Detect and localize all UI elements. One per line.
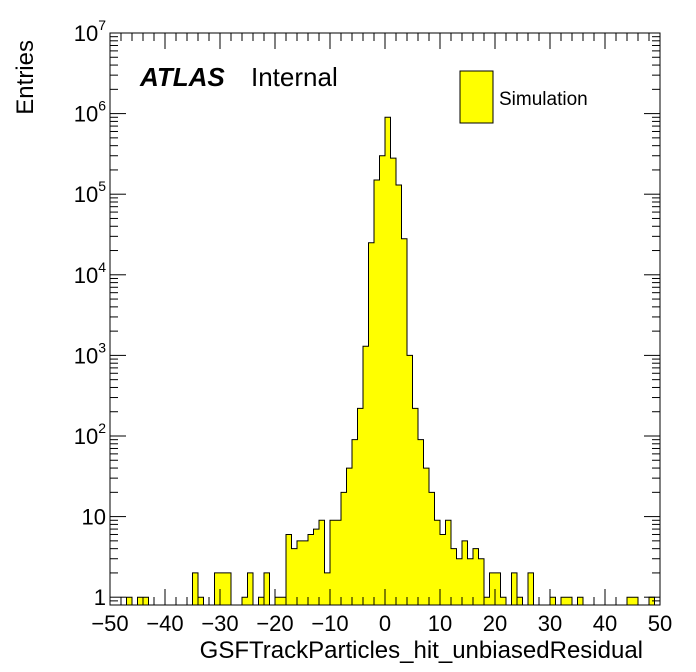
histogram-bar — [550, 597, 556, 605]
legend-swatch — [459, 70, 494, 124]
y-axis-title: Entries — [12, 40, 39, 115]
histogram-bar — [291, 548, 297, 605]
histogram-bar — [561, 597, 567, 605]
histogram-bar — [363, 346, 369, 605]
histogram-bar — [198, 597, 204, 605]
histogram-bar — [627, 597, 633, 605]
legend-entry-simulation: Simulation — [499, 89, 588, 110]
histogram-bar — [495, 572, 501, 605]
histogram-bar — [429, 492, 435, 605]
histogram-bar — [423, 468, 429, 605]
histogram-bar — [302, 540, 308, 605]
histogram-bar — [500, 597, 506, 605]
y-tick-label: 106 — [74, 98, 106, 127]
x-tick-label: −40 — [146, 611, 183, 636]
histogram-bar — [511, 572, 517, 605]
histogram-bar — [330, 520, 336, 605]
y-tick-label: 1 — [94, 585, 106, 610]
histogram-bar — [478, 558, 484, 605]
plot-frame — [109, 32, 661, 606]
histogram-bar — [566, 597, 572, 605]
histogram-bar — [242, 597, 248, 605]
histogram-bar — [396, 185, 402, 606]
histogram-bar — [214, 572, 220, 605]
histogram-bar — [143, 597, 149, 605]
histogram-bar — [528, 572, 534, 605]
histogram-bar — [412, 408, 418, 605]
y-tick-label: 102 — [74, 420, 106, 449]
y-tick-label: 103 — [74, 339, 106, 368]
y-tick-label: 10 — [82, 505, 106, 530]
histogram-bar — [517, 597, 523, 605]
x-axis-title: GSFTrackParticles_hit_unbiasedResidual — [200, 637, 643, 664]
y-tick-label: 104 — [74, 259, 106, 288]
x-tick-label: 50 — [648, 611, 672, 636]
histogram-bar — [632, 597, 638, 605]
internal-label: Internal — [251, 62, 338, 92]
histogram-bar — [440, 534, 446, 605]
histogram-bar — [649, 597, 655, 605]
x-tick-label: −10 — [311, 611, 348, 636]
histogram-bar — [220, 572, 226, 605]
histogram-bar — [418, 439, 424, 605]
y-tick-labels: 1 10 102 103 104 105 106 107 — [74, 17, 106, 610]
histogram-bar — [192, 572, 198, 605]
histogram-bar — [451, 548, 457, 605]
histogram-bar — [319, 520, 325, 605]
histogram-bar — [247, 572, 253, 605]
histogram-bar — [473, 548, 479, 605]
histogram-bar — [280, 597, 286, 605]
histogram-bar — [264, 572, 270, 605]
histogram-outline — [110, 116, 660, 606]
histogram-bar — [225, 572, 231, 605]
legend: Simulation — [459, 70, 588, 124]
histogram-bar — [390, 158, 396, 605]
histogram-bar — [489, 572, 495, 605]
histogram-bar — [445, 520, 451, 605]
histogram-bar — [126, 597, 132, 605]
histogram-bar — [286, 534, 292, 605]
x-tick-label: 30 — [538, 611, 562, 636]
histogram-bar — [467, 558, 473, 605]
histogram-bar — [434, 520, 440, 605]
histogram-bar — [385, 117, 391, 605]
x-tick-label: −30 — [201, 611, 238, 636]
histogram-bar — [379, 155, 385, 605]
histogram-bar — [484, 597, 490, 605]
histogram-bar — [258, 597, 264, 605]
x-tick-label: 20 — [483, 611, 507, 636]
histogram-bar — [275, 597, 281, 605]
y-tick-label: 105 — [74, 178, 106, 207]
histogram-bar — [407, 355, 413, 605]
histogram-bar — [401, 238, 407, 605]
x-tick-label: 10 — [428, 611, 452, 636]
histogram-bar — [324, 572, 330, 605]
histogram-bar — [462, 540, 468, 605]
histogram-bar — [297, 540, 303, 605]
x-tick-label: −20 — [256, 611, 293, 636]
histogram-bar — [357, 408, 363, 605]
histogram-bars — [110, 116, 660, 606]
histogram-bar — [335, 520, 341, 605]
x-tick-labels: −50 −40 −30 −20 −10 0 10 20 30 40 50 — [91, 611, 672, 636]
histogram-bar — [313, 529, 319, 605]
histogram-bar — [346, 468, 352, 605]
y-tick-label: 107 — [74, 17, 106, 46]
histogram-bar — [374, 180, 380, 606]
histogram-bar — [308, 534, 314, 605]
histogram-bar — [341, 492, 347, 605]
x-tick-label: 0 — [379, 611, 391, 636]
histogram-bar — [368, 242, 374, 605]
histogram-bar — [137, 597, 143, 605]
histogram-bar — [456, 558, 462, 605]
axis-ticks — [109, 32, 661, 606]
histogram-bar — [352, 439, 358, 605]
histogram-bar — [577, 597, 583, 605]
atlas-label: ATLAS — [139, 62, 225, 92]
x-tick-label: 40 — [593, 611, 617, 636]
x-tick-label: −50 — [91, 611, 128, 636]
